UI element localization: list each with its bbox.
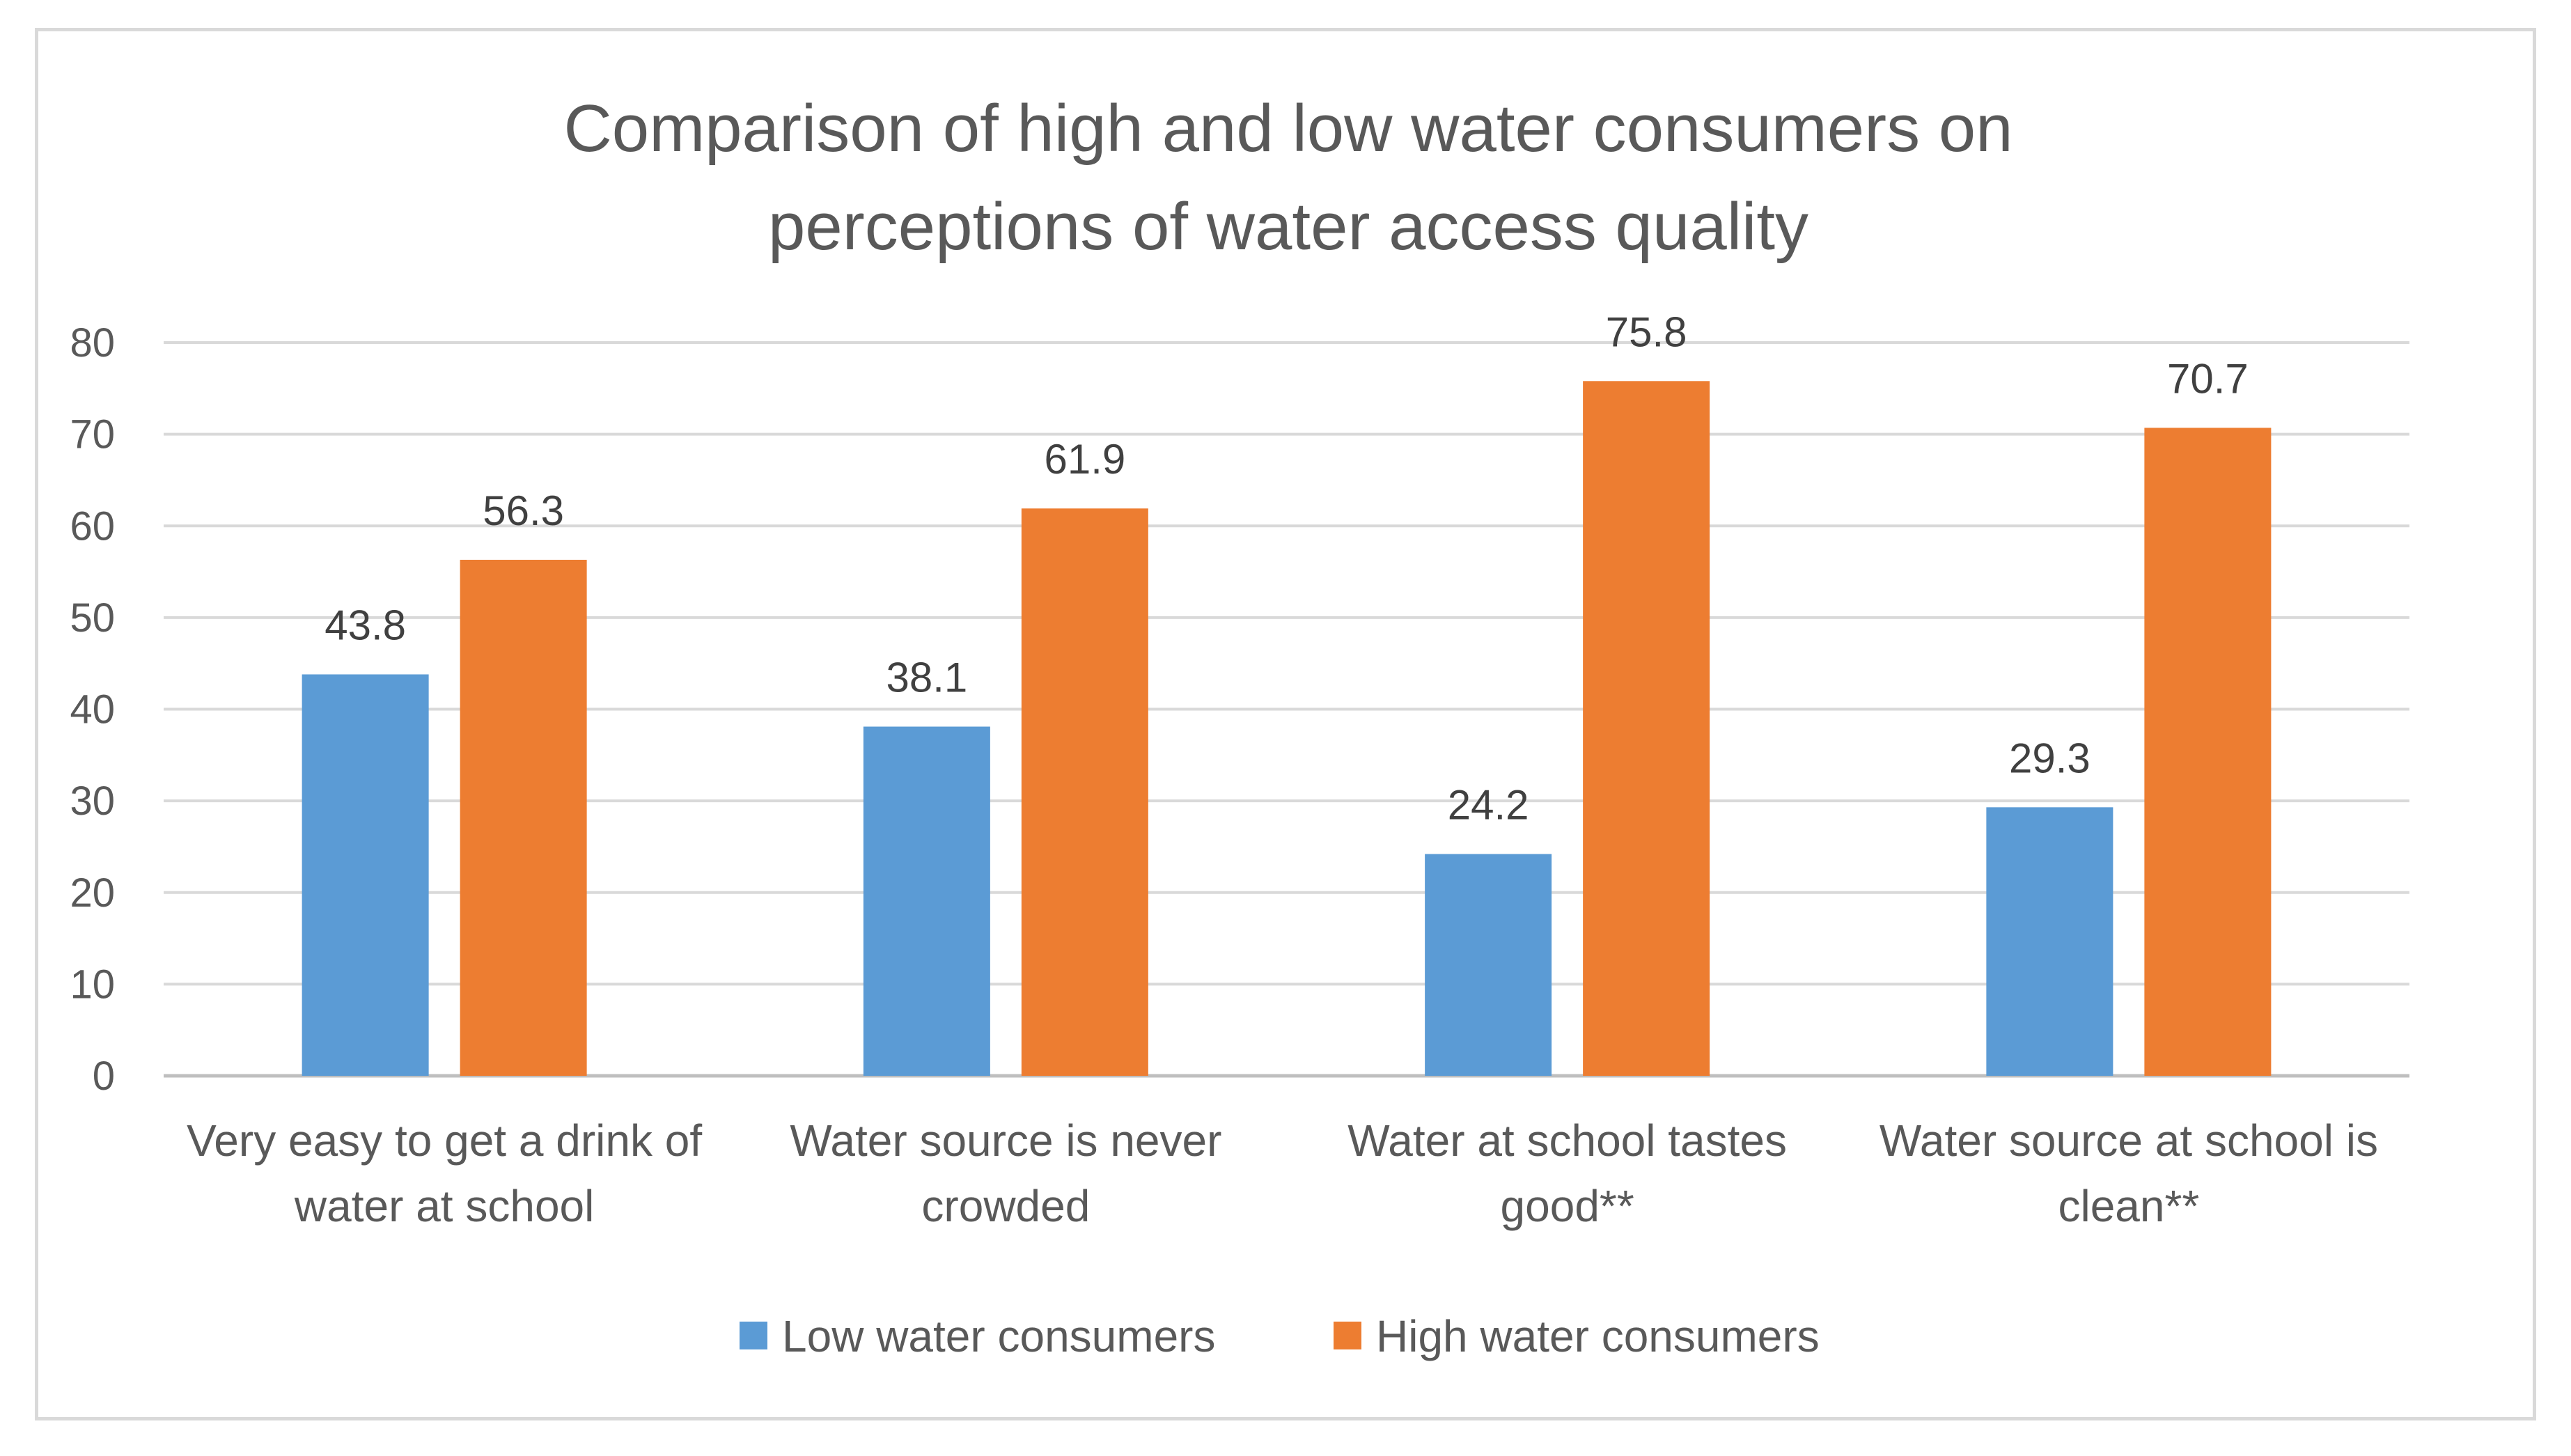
x-category-label: good**: [1501, 1181, 1634, 1231]
chart-title-line-2: perceptions of water access quality: [768, 189, 1808, 264]
chart-title: Comparison of high and low water consume…: [563, 91, 2013, 264]
bar-low-3: [1425, 854, 1552, 1076]
data-label: 56.3: [483, 487, 564, 534]
legend-label-low: Low water consumers: [782, 1311, 1215, 1361]
data-label: 70.7: [2167, 355, 2249, 402]
y-tick-label: 50: [70, 595, 115, 641]
x-category-label: Very easy to get a drink of: [187, 1116, 702, 1166]
x-category-label: clean**: [2058, 1181, 2199, 1231]
bar-high-2: [1021, 508, 1148, 1076]
bar-high-3: [1583, 381, 1710, 1076]
data-label: 38.1: [886, 655, 967, 701]
x-axis-categories: Very easy to get a drink of water at scho…: [187, 1116, 2378, 1231]
legend-swatch-high: [1334, 1322, 1361, 1349]
y-tick-label: 20: [70, 870, 115, 916]
y-tick-label: 70: [70, 412, 115, 457]
data-label: 61.9: [1044, 436, 1125, 483]
bar-low-2: [863, 726, 990, 1076]
legend-swatch-low: [740, 1322, 767, 1349]
y-tick-label: 80: [70, 320, 115, 366]
data-label: 75.8: [1606, 308, 1687, 355]
x-category-label: water at school: [294, 1181, 594, 1231]
y-tick-label: 60: [70, 503, 115, 549]
bar-high-4: [2144, 428, 2272, 1076]
y-tick-label: 40: [70, 687, 115, 733]
data-label: 24.2: [1448, 781, 1529, 828]
x-category-label: Water source at school is: [1880, 1116, 2378, 1166]
y-tick-label: 0: [93, 1054, 115, 1099]
data-label: 29.3: [2009, 735, 2091, 781]
legend: Low water consumers High water consumers: [740, 1311, 1820, 1361]
x-category-label: crowded: [921, 1181, 1090, 1231]
bar-low-1: [302, 674, 429, 1076]
legend-label-high: High water consumers: [1376, 1311, 1820, 1361]
data-labels: 43.8 56.3 38.1 61.9 24.2 75.8 29.3 70.7: [325, 308, 2249, 828]
chart-title-line-1: Comparison of high and low water consume…: [563, 91, 2013, 166]
x-category-label: Water at school tastes: [1347, 1116, 1787, 1166]
y-tick-label: 30: [70, 778, 115, 824]
y-axis-ticks: 0 10 20 30 40 50 60 70 80: [70, 320, 115, 1099]
x-category-label: Water source is never: [790, 1116, 1221, 1166]
chart-frame: [35, 28, 2536, 1420]
bar-low-4: [1986, 807, 2113, 1076]
bars: [302, 381, 2272, 1076]
y-tick-label: 10: [70, 962, 115, 1007]
bar-high-1: [460, 559, 587, 1076]
data-label: 43.8: [325, 602, 406, 648]
